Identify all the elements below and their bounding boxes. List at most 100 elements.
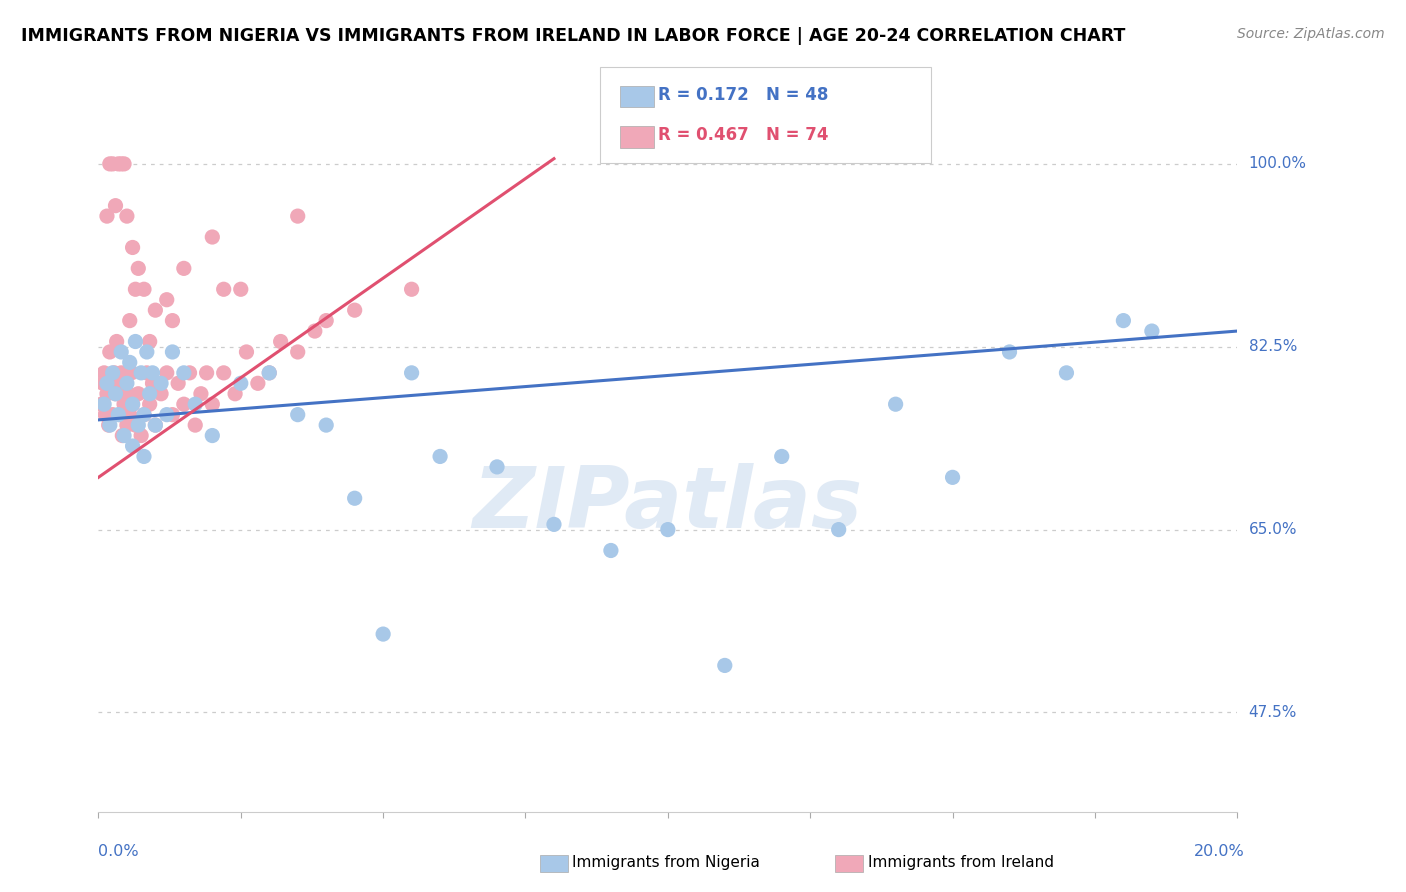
Point: [657, 523, 679, 537]
Point: [486, 459, 509, 474]
Point: [162, 408, 184, 422]
Point: [132, 282, 155, 296]
Point: [343, 491, 366, 506]
Point: [201, 428, 224, 442]
Point: [828, 523, 851, 537]
Point: [100, 376, 122, 391]
Point: [543, 517, 565, 532]
Point: [229, 282, 252, 296]
Point: [184, 418, 207, 433]
Point: [401, 366, 423, 380]
Point: [121, 397, 143, 411]
Point: [129, 428, 152, 442]
Point: [98, 157, 121, 171]
Text: 82.5%: 82.5%: [1249, 339, 1298, 354]
Text: 100.0%: 100.0%: [1249, 156, 1306, 171]
Point: [107, 376, 129, 391]
Point: [201, 230, 224, 244]
Point: [124, 418, 146, 433]
Point: [229, 376, 252, 391]
Point: [124, 334, 146, 349]
Point: [145, 303, 167, 318]
Point: [884, 397, 907, 411]
Point: [156, 408, 179, 422]
Point: [107, 408, 129, 422]
Point: [127, 386, 149, 401]
Point: [401, 282, 423, 296]
Point: [93, 397, 115, 411]
Point: [1056, 366, 1078, 380]
Point: [120, 366, 142, 380]
Point: [103, 366, 125, 380]
Point: [195, 366, 218, 380]
Point: [105, 334, 128, 349]
Point: [429, 450, 451, 464]
Point: [90, 397, 112, 411]
Point: [135, 345, 157, 359]
Point: [132, 408, 155, 422]
Point: [259, 366, 281, 380]
Point: [371, 627, 394, 641]
Point: [110, 345, 132, 359]
Point: [270, 334, 292, 349]
Point: [173, 261, 195, 276]
Point: [101, 366, 124, 380]
Point: [224, 386, 246, 401]
Point: [112, 157, 135, 171]
Point: [156, 366, 179, 380]
Point: [118, 355, 141, 369]
Point: [98, 345, 121, 359]
Point: [104, 386, 127, 401]
Point: [101, 157, 124, 171]
Point: [121, 397, 143, 411]
Point: [173, 366, 195, 380]
Point: [212, 366, 235, 380]
Point: [287, 345, 309, 359]
Point: [132, 450, 155, 464]
Point: [93, 366, 115, 380]
Point: [124, 282, 146, 296]
Point: [150, 386, 173, 401]
Point: [315, 313, 337, 327]
Point: [235, 345, 257, 359]
Point: [117, 386, 139, 401]
Text: Immigrants from Ireland: Immigrants from Ireland: [868, 855, 1053, 870]
Point: [127, 418, 149, 433]
Text: R = 0.172   N = 48: R = 0.172 N = 48: [658, 86, 828, 104]
Point: [343, 303, 366, 318]
Point: [141, 366, 163, 380]
Point: [135, 366, 157, 380]
Point: [91, 376, 114, 391]
Point: [96, 376, 118, 391]
Text: 65.0%: 65.0%: [1249, 522, 1298, 537]
Point: [304, 324, 326, 338]
Point: [770, 450, 793, 464]
Text: 47.5%: 47.5%: [1249, 705, 1298, 720]
Point: [167, 376, 190, 391]
Point: [212, 282, 235, 296]
Point: [287, 408, 309, 422]
Point: [156, 293, 179, 307]
Point: [110, 366, 132, 380]
Point: [1112, 313, 1135, 327]
Point: [132, 408, 155, 422]
Point: [115, 418, 138, 433]
Text: IMMIGRANTS FROM NIGERIA VS IMMIGRANTS FROM IRELAND IN LABOR FORCE | AGE 20-24 CO: IMMIGRANTS FROM NIGERIA VS IMMIGRANTS FR…: [21, 27, 1125, 45]
Point: [97, 418, 120, 433]
Point: [287, 209, 309, 223]
Point: [714, 658, 737, 673]
Point: [107, 157, 129, 171]
Point: [998, 345, 1021, 359]
Point: [259, 366, 281, 380]
Text: ZIPatlas: ZIPatlas: [472, 463, 863, 546]
Point: [98, 418, 121, 433]
Point: [942, 470, 965, 484]
Point: [110, 157, 132, 171]
Point: [190, 386, 212, 401]
Point: [121, 240, 143, 254]
Point: [145, 418, 167, 433]
Point: [112, 397, 135, 411]
Point: [118, 313, 141, 327]
Point: [129, 366, 152, 380]
Text: R = 0.467   N = 74: R = 0.467 N = 74: [658, 126, 828, 145]
